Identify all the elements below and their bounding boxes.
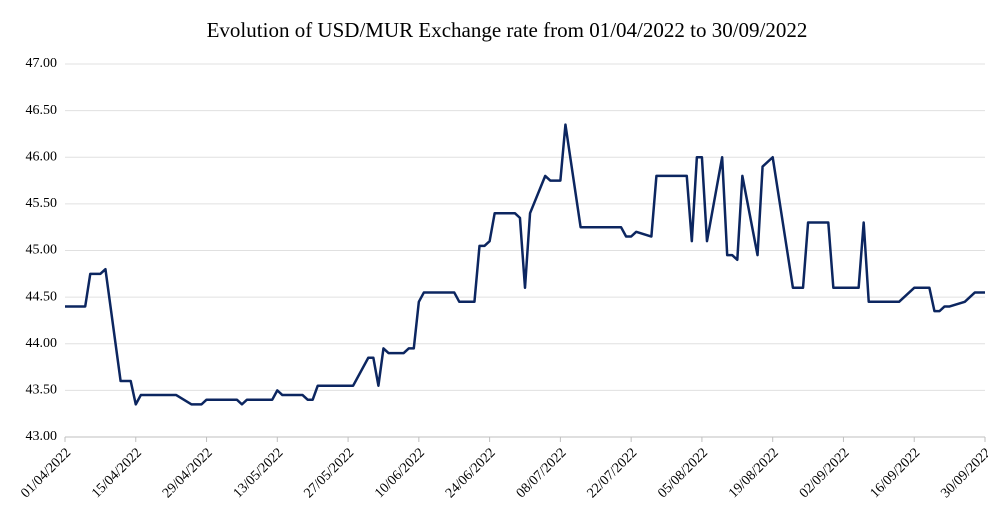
x-tick-label: 29/04/2022 [160, 445, 216, 501]
x-tick-label: 24/06/2022 [443, 445, 499, 501]
y-tick-label: 45.50 [26, 196, 58, 211]
x-tick-label: 02/09/2022 [797, 445, 853, 501]
line [65, 123, 985, 406]
y-tick-label: 43.00 [26, 429, 58, 444]
y-tick-label: 46.00 [26, 149, 58, 164]
x-tick-label: 19/08/2022 [726, 445, 782, 501]
x-tick-label: 13/05/2022 [231, 445, 287, 501]
x-tick-label: 08/07/2022 [514, 445, 570, 501]
y-tick-label: 44.50 [26, 289, 58, 304]
x-tick-label: 15/04/2022 [89, 445, 145, 501]
y-tick-label: 47.00 [26, 56, 58, 71]
x-tick-label: 27/05/2022 [301, 445, 357, 501]
y-tick-label: 45.00 [26, 243, 58, 258]
y-tick-label: 44.00 [26, 336, 58, 351]
x-tick-label: 01/04/2022 [18, 445, 74, 501]
x-tick-label: 30/09/2022 [938, 445, 988, 501]
x-tick-label: 22/07/2022 [585, 445, 641, 501]
y-tick-label: 46.50 [26, 103, 58, 118]
x-tick-label: 10/06/2022 [372, 445, 428, 501]
x-tick-label: 05/08/2022 [655, 445, 711, 501]
x-tick-label: 16/09/2022 [868, 445, 924, 501]
y-tick-label: 43.50 [26, 383, 58, 398]
chart-title: Evolution of USD/MUR Exchange rate from … [207, 18, 808, 42]
